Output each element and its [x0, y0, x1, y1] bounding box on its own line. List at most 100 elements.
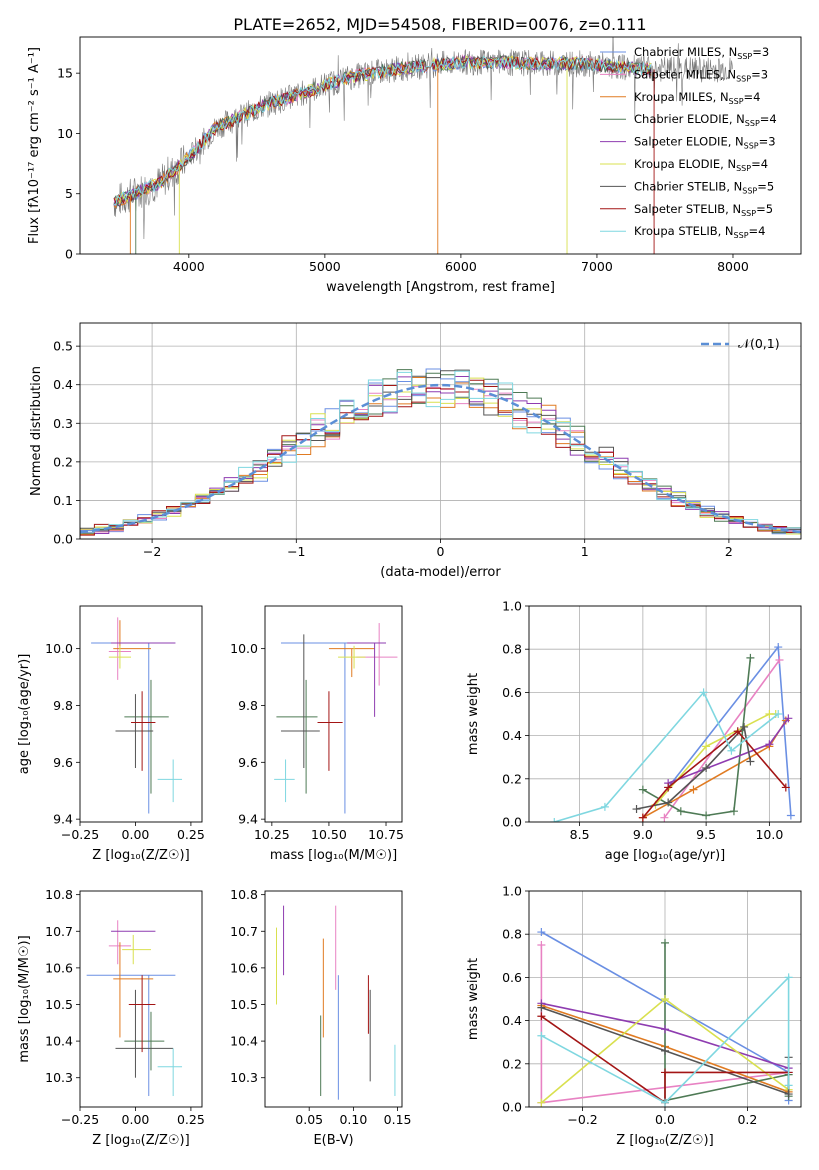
y-tick-label: 1.0	[502, 599, 522, 614]
y-axis-label: Flux [fλ10⁻¹⁷ erg cm⁻² s⁻¹ A⁻¹]	[27, 47, 42, 244]
y-tick-label: 1.0	[502, 884, 522, 899]
series-point	[786, 811, 795, 820]
axes-frame	[79, 322, 802, 540]
series-point	[727, 746, 736, 755]
plot-area	[91, 617, 183, 814]
x-tick-label: 4000	[173, 259, 205, 274]
x-axis-label: Z [log₁₀(Z/Z☉)]	[92, 1133, 189, 1148]
weight-series-chabrier-elodie	[638, 653, 755, 820]
series-line	[541, 975, 790, 1104]
series-point	[740, 722, 749, 731]
series-point	[660, 813, 669, 822]
normal-curve	[80, 383, 801, 534]
series-point	[537, 1012, 546, 1021]
y-tick-label: 5	[65, 186, 73, 201]
series-point	[661, 995, 669, 1003]
y-axis-label: Normed distribution	[29, 366, 44, 496]
y-tick-label: 0.8	[502, 642, 522, 657]
y-tick-label: 10	[57, 126, 73, 141]
axes-frame	[79, 605, 203, 823]
weight-series-kroupa-stelib	[537, 973, 793, 1107]
x-tick-label: 6000	[445, 259, 477, 274]
y-tick-label: 9.8	[53, 698, 73, 713]
y-tick-label: 10.0	[230, 641, 258, 656]
x-axis-label: (data-model)/error	[380, 565, 501, 580]
axes-frame	[79, 36, 802, 255]
series-point	[537, 1003, 546, 1012]
series-line	[540, 1015, 789, 1105]
y-tick-label: 10.4	[45, 1034, 73, 1049]
errorbar-point-kroupa-miles	[113, 620, 151, 650]
x-tick-label: 7000	[581, 259, 613, 274]
histogram-salpeter-miles	[80, 386, 801, 533]
series-point	[632, 805, 641, 814]
x-tick-label: 0.10	[339, 1112, 367, 1127]
series-point	[733, 727, 742, 736]
y-tick-label: 10.3	[45, 1070, 73, 1085]
errorbar-point-chabrier-elodie	[276, 679, 318, 794]
errorbar-point-chabrier-stelib	[115, 694, 154, 768]
errorbar-point-salpeter-miles	[356, 623, 398, 686]
series-point	[664, 783, 673, 792]
y-tick-label: 0.0	[502, 815, 522, 830]
y-tick-label: 9.6	[238, 755, 258, 770]
x-tick-label: 0.00	[122, 827, 150, 842]
x-axis-label: mass [log₁₀(M/M☉)]	[270, 848, 397, 863]
x-tick-label: −0.2	[567, 1112, 597, 1127]
x-tick-label: −2	[143, 544, 161, 559]
figure-title: PLATE=2652, MJD=54508, FIBERID=0076, z=0…	[233, 15, 646, 34]
y-tick-label: 0.4	[502, 1013, 522, 1028]
histogram-salpeter-stelib	[80, 379, 801, 536]
axes-frame	[79, 890, 203, 1108]
plot-area	[275, 905, 396, 1100]
x-tick-label: 10.25	[254, 827, 290, 842]
panel-age-vs-Z: −0.25 0.00 0.25 9.4 9.6 9.8 10.0 Z [log₁₀(Z/Z☉)…	[17, 605, 205, 863]
legend-entry: Salpeter STELIB, NSSP=5	[634, 202, 773, 218]
series-line	[642, 730, 787, 819]
y-tick-label: 9.8	[238, 698, 258, 713]
series-point	[661, 1068, 669, 1077]
y-tick-label: 10.5	[45, 997, 73, 1012]
model-spectrum-kroupa-stelib	[113, 55, 652, 206]
y-tick-label: 10.8	[45, 887, 73, 902]
series-point	[774, 643, 783, 652]
x-tick-label: −0.25	[61, 827, 99, 842]
series-point	[702, 742, 711, 751]
weight-series-salpeter-elodie	[664, 714, 793, 788]
panel-mass-vs-Z: −0.25 0.00 0.25 10.3 10.4 10.5 10.6 10.7 10.8 Z […	[17, 887, 205, 1148]
y-tick-label: 9.4	[238, 812, 258, 827]
y-tick-label: 0.6	[502, 970, 522, 985]
x-tick-label: 0.25	[177, 827, 205, 842]
errorbar-point-chabrier-elodie	[124, 679, 169, 794]
y-tick-label: 0.0	[502, 1100, 522, 1115]
series-point	[661, 938, 669, 947]
y-tick-label: 0.5	[53, 339, 73, 354]
errorbar-point-kroupa-stelib	[157, 759, 183, 803]
series-point	[676, 807, 685, 816]
x-tick-label: 8.5	[570, 827, 590, 842]
series-point	[784, 1090, 793, 1099]
series-point	[781, 783, 790, 792]
legend-entry: 𝒩(0,1)	[738, 336, 780, 351]
series-point	[537, 941, 546, 949]
weight-series-salpeter-stelib	[638, 727, 790, 822]
y-tick-label: 0.0	[53, 532, 73, 547]
x-axis-label: wavelength [Angstrom, rest frame]	[326, 280, 555, 295]
errorbar-point-kroupa-stelib	[274, 759, 295, 803]
series-point	[746, 653, 755, 662]
y-tick-label: 10.4	[230, 1034, 258, 1049]
errorbar-point-chabrier-stelib	[280, 634, 320, 768]
axes-frame	[264, 890, 403, 1108]
plot-area	[113, 37, 733, 254]
x-tick-label: 8000	[717, 259, 749, 274]
legend-entry: Chabrier STELIB, NSSP=5	[634, 179, 774, 195]
y-tick-label: 10.6	[230, 960, 258, 975]
y-tick-label: 0	[65, 247, 73, 262]
series-point	[775, 656, 784, 664]
x-tick-label: 0	[437, 544, 445, 559]
y-tick-label: 0.8	[502, 927, 522, 942]
series-point	[784, 714, 793, 723]
panel-mass-vs-ebv: 0.05 0.10 0.15 10.3 10.4 10.5 10.6 10.7 10.8 E(B-…	[230, 887, 411, 1148]
series-line	[667, 644, 792, 816]
